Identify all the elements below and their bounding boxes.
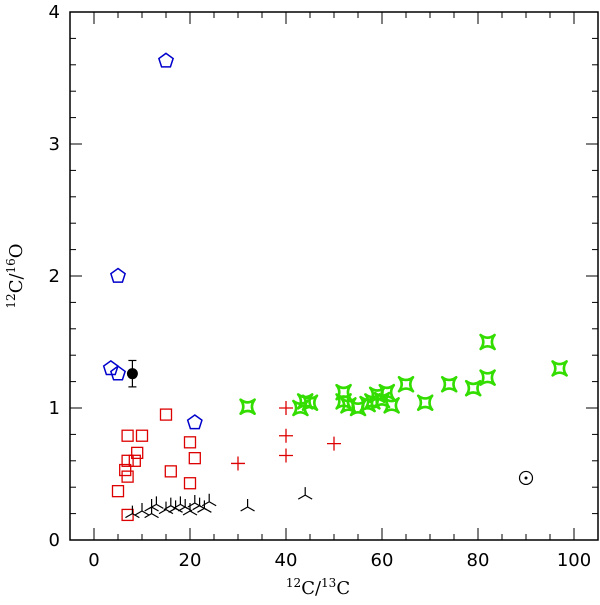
star-marker: [378, 383, 396, 401]
plus-marker: [231, 456, 245, 471]
pentagon-marker: [109, 365, 127, 381]
data-marks: [102, 52, 568, 522]
tripod-marker: [297, 487, 313, 500]
star-marker: [239, 398, 256, 415]
star-marker: [383, 397, 400, 414]
square-marker: [121, 508, 134, 522]
star-marker: [397, 375, 415, 393]
star-marker: [479, 333, 496, 351]
sun-marker: [518, 470, 534, 486]
tripod-marker: [149, 496, 164, 509]
x-tick-label: 0: [88, 550, 99, 571]
x-tick-label: 100: [557, 550, 591, 571]
star-marker: [292, 399, 309, 417]
star-marker: [349, 399, 367, 417]
star-marker: [416, 394, 434, 412]
y-tick-label: 0: [49, 530, 60, 551]
sun-marker-dot: [524, 476, 528, 480]
tripod-marker: [177, 499, 193, 512]
star-marker: [301, 394, 319, 412]
square-marker: [135, 429, 149, 442]
square-marker: [159, 408, 173, 421]
star-marker: [373, 391, 391, 409]
plot-frame: [69, 11, 599, 541]
star-marker: [364, 393, 381, 410]
x-tick-label: 80: [467, 550, 490, 571]
pentagon-marker: [102, 359, 119, 376]
tripod-marker: [125, 505, 140, 519]
x-tick-label: 60: [371, 550, 394, 571]
y-tick-label: 3: [49, 134, 60, 155]
square-marker: [164, 465, 177, 478]
star-marker: [479, 369, 496, 386]
star-marker: [551, 360, 568, 377]
square-marker: [121, 454, 134, 467]
star-marker: [464, 379, 482, 397]
tripod-marker: [182, 502, 198, 516]
pentagon-marker: [186, 414, 203, 430]
plus-marker: [279, 428, 293, 443]
square-marker: [183, 436, 197, 449]
star-marker: [335, 393, 352, 410]
filled-circle-marker: [126, 368, 138, 380]
axis-ticks: [70, 11, 598, 541]
plus-marker: [279, 401, 293, 415]
y-tick-label: 4: [49, 2, 60, 23]
square-marker: [188, 452, 201, 465]
star-marker: [368, 386, 386, 404]
tripod-marker: [240, 499, 255, 512]
square-marker: [128, 454, 141, 467]
square-marker: [111, 485, 125, 498]
square-marker: [121, 429, 134, 442]
plus-marker: [279, 448, 293, 463]
pentagon-marker: [109, 267, 127, 283]
axis-tick-labels: 0 20 40 60 80 100 0 1 2 3 4: [49, 2, 592, 571]
x-axis-label: 12C/13C: [286, 576, 350, 599]
x-tick-label: 20: [179, 550, 202, 571]
pentagon-marker: [157, 52, 175, 68]
square-marker: [119, 463, 132, 477]
y-tick-label: 1: [49, 398, 60, 419]
x-tick-label: 40: [275, 550, 298, 571]
tripod-marker: [201, 493, 217, 507]
tripod-marker: [134, 502, 150, 516]
square-marker: [121, 470, 134, 483]
plus-marker: [327, 436, 341, 451]
y-axis-label: 12C/16O: [4, 243, 27, 308]
square-marker: [183, 477, 197, 490]
star-marker: [440, 375, 458, 393]
square-marker: [131, 446, 144, 460]
y-tick-label: 2: [49, 266, 60, 287]
